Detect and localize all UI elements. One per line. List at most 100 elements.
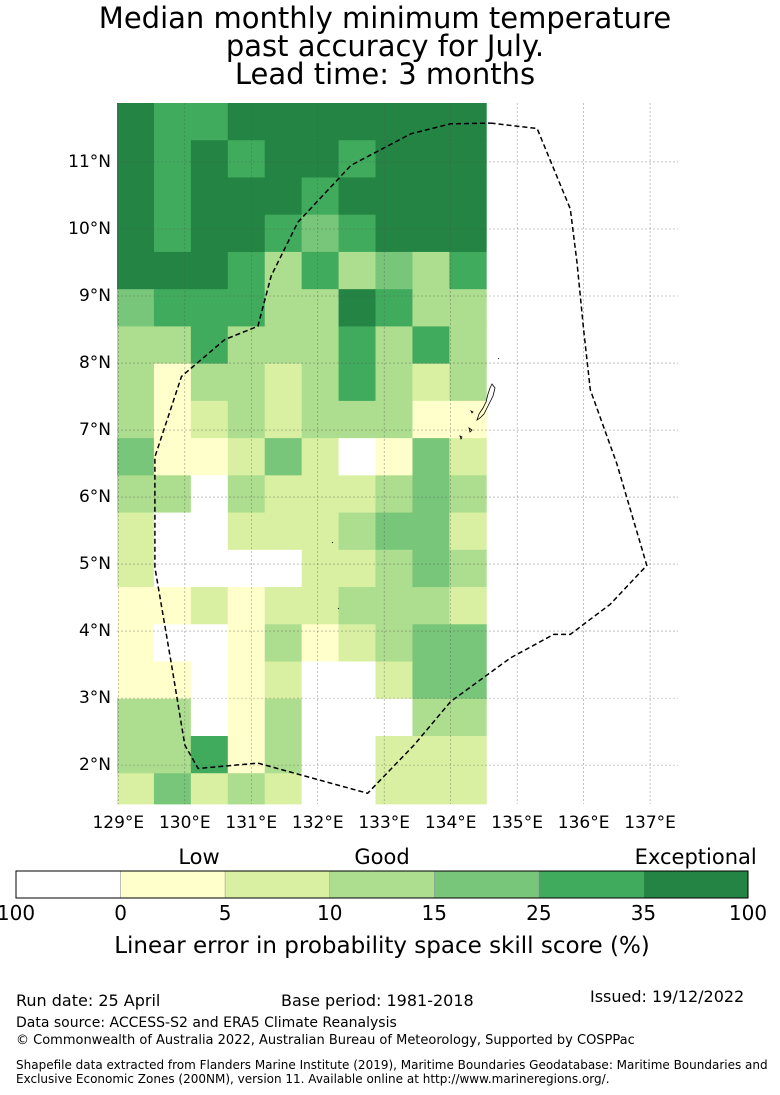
grid-cell [375,251,413,290]
grid-cell [264,363,303,402]
grid-cell [227,289,266,327]
colorbar-category-label: Exceptional [635,845,757,869]
lon-label: 133°E [358,813,410,833]
grid-cell [227,698,266,737]
grid-cell [375,177,413,216]
grid-cell [412,475,450,513]
grid-cell [117,587,155,625]
lat-label: 6°N [79,487,111,507]
grid-cell [227,438,266,476]
grid-cell [449,363,487,402]
grid-cell [117,512,155,551]
grid-cell [338,214,376,253]
grid-cell [190,140,229,178]
grid-cell [190,438,229,476]
grid-cell [449,773,487,805]
grid-cell [375,773,413,805]
grid-cell [412,438,450,476]
grid-cell [190,400,229,439]
grid-cell [117,475,155,513]
grid-cell [227,400,266,439]
grid-cell [449,214,487,253]
colorbar-category-label: Low [178,845,219,869]
grid-cell [449,475,487,513]
grid-cell [190,698,229,737]
grid-cell [190,475,229,513]
grid-cell [412,587,450,625]
eez-boundary [154,122,648,795]
grid-cell [338,103,376,141]
grid-cell [412,214,450,253]
skill-grid [117,103,487,805]
colorbar-segment [224,870,330,899]
lon-label: 136°E [558,813,610,833]
grid-cell [227,475,266,513]
grid-cell [117,438,155,476]
grid-cell [117,698,155,737]
grid-cell [117,289,155,327]
grid-cell [412,103,450,141]
grid-cell [153,363,192,402]
grid-cell [301,773,339,805]
title-line-1: Median monthly minimum temperature [98,1,672,35]
grid-cell [301,400,339,439]
grid-cell [375,587,413,625]
grid-cell [338,512,376,551]
grid-cell [227,103,266,141]
graticule [117,103,678,804]
grid-cell [301,363,339,402]
grid-cell [449,512,487,551]
lat-label: 11°N [68,152,111,172]
grid-cell [117,661,155,700]
grid-cell [301,214,339,253]
colorbar-segment [15,870,121,899]
lon-label: 132°E [292,813,344,833]
grid-cell [117,251,155,290]
data-source: Data source: ACCESS-S2 and ERA5 Climate … [16,1015,397,1031]
grid-cell [153,735,192,774]
title-line-3: Lead time: 3 months [234,57,536,91]
grid-cell [338,624,376,662]
colorbar-tick-label: 0 [114,901,127,925]
lon-label: 129°E [92,813,144,833]
grid-cell [338,400,376,439]
colorbar-segment [643,870,749,899]
grid-cell [449,587,487,625]
grid-cell [412,289,450,327]
grid-cell [375,326,413,365]
grid-cell [227,363,266,402]
grid-cell [375,475,413,513]
grid-cell [117,103,155,141]
longitude-labels: 129°E 130°E 131°E 132°E 133°E 134°E 135°E 136°E… [92,813,675,833]
colorbar-tick-label: 10 [317,901,342,925]
grid-cell [190,624,229,662]
colorbar-segment [538,870,644,899]
grid-cell [338,773,376,805]
grid-cell [153,251,192,290]
grid-cell [264,549,303,588]
grid-cell [412,698,450,737]
shapefile-credit-1: Shapefile data extracted from Flanders M… [16,1058,768,1072]
grid-cell [117,735,155,774]
grid-cell [227,624,266,662]
colorbar-tick-label: 100 [0,901,35,925]
grid-cell [449,698,487,737]
grid-cell [264,438,303,476]
grid-cell [190,587,229,625]
grid-cell [338,177,376,216]
grid-cell [449,289,487,327]
grid-cell [412,363,450,402]
grid-cell [117,549,155,588]
grid-cell [227,512,266,551]
grid-cell [301,140,339,178]
grid-cell [190,512,229,551]
base-period: Base period: 1981-2018 [281,991,474,1010]
grid-cell [449,251,487,290]
colorbar-tick-label: 25 [526,901,551,925]
grid-cell [412,661,450,700]
grid-cell [375,661,413,700]
colorbar-title: Linear error in probability space skill … [114,933,650,959]
grid-cell [190,735,229,774]
grid-cell [264,512,303,551]
lat-label: 8°N [79,353,111,373]
